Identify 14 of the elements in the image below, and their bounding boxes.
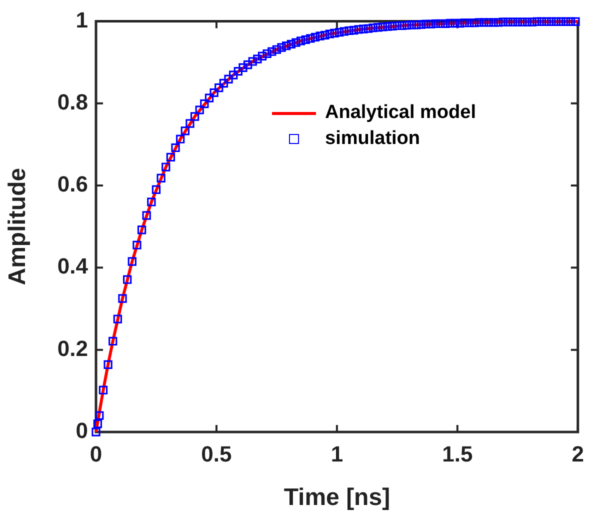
x-tick-label: 2 (572, 441, 584, 466)
y-tick-label: 0.2 (57, 336, 88, 361)
y-tick-label: 0 (76, 418, 88, 444)
y-tick-label: 0.6 (57, 172, 88, 197)
x-tick-label: 1.5 (442, 441, 473, 466)
y-tick-label: 1 (76, 7, 88, 32)
x-tick-label: 1 (330, 441, 344, 466)
y-tick-label: 0.4 (57, 254, 89, 279)
x-tick-label: 0.5 (201, 441, 232, 466)
y-tick-label: 0.8 (57, 89, 88, 114)
legend-label: Analytical model (325, 102, 476, 124)
x-axis-title: Time [ns] (284, 484, 390, 512)
y-axis-title: Amplitude (4, 168, 32, 286)
legend-label: simulation (325, 128, 420, 150)
